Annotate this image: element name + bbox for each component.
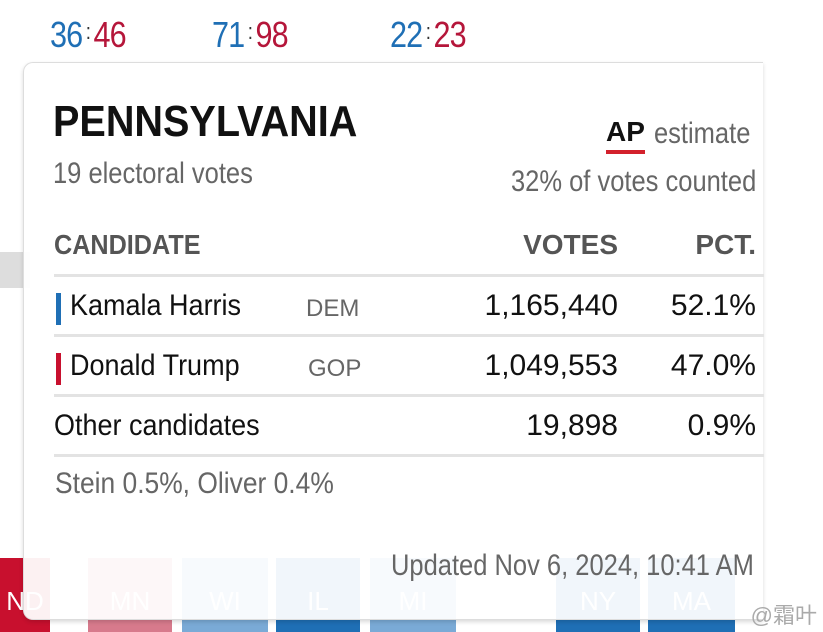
updated-timestamp: Updated Nov 6, 2024, 10:41 AM — [391, 549, 754, 582]
gop-marker — [56, 353, 61, 385]
watermark: @霜叶 — [750, 603, 817, 628]
state-popup: PENNSYLVANIA 19 electoral votes AP estim… — [23, 62, 764, 620]
other-candidates-note: Stein 0.5%, Oliver 0.4% — [55, 467, 334, 500]
score-3: 22:23 — [390, 14, 467, 55]
table-header: CANDIDATE VOTES PCT. — [54, 217, 764, 277]
table-row: Donald Trump GOP 1,049,553 47.0% — [54, 337, 764, 397]
table-row: Other candidates 19,898 0.9% — [54, 397, 764, 457]
score-1: 36:46 — [50, 14, 127, 55]
score-2: 71:98 — [212, 14, 289, 55]
table-row: Kamala Harris DEM 1,165,440 52.1% — [54, 277, 764, 337]
votes-counted: 32% of votes counted — [511, 165, 757, 198]
ap-logo: AP — [606, 117, 645, 154]
dem-marker — [56, 293, 61, 325]
estimate-label: estimate — [654, 117, 751, 150]
state-title: PENNSYLVANIA — [53, 97, 358, 146]
electoral-votes: 19 electoral votes — [53, 157, 253, 190]
